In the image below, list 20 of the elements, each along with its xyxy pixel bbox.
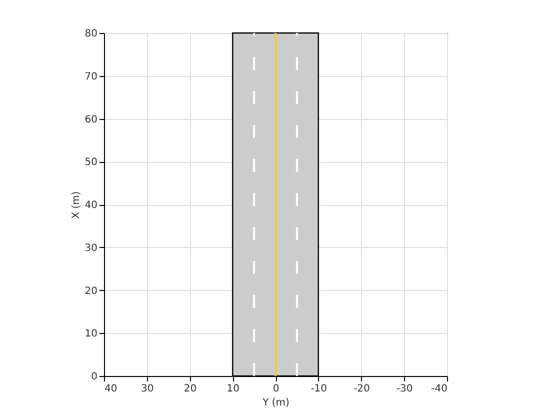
x-tick-label: 20 <box>184 384 197 394</box>
y-tick-label: 70 <box>84 71 98 82</box>
y-tick-label: 40 <box>84 200 98 211</box>
y-tick-label: 60 <box>84 114 98 126</box>
y-tick-label: 50 <box>84 157 98 168</box>
x-tick-label: 30 <box>141 384 154 394</box>
x-tick-label: -20 <box>354 384 370 394</box>
x-tick-label: -30 <box>396 384 413 394</box>
x-tick-label: -40 <box>431 384 448 394</box>
y-axis-title: X (m) <box>70 191 82 219</box>
y-tick-label: 30 <box>84 242 98 254</box>
y-tick-label: 80 <box>84 28 98 40</box>
x-tick-label: 40 <box>104 384 118 394</box>
y-tick-label: 0 <box>91 372 98 382</box>
y-tick-label: 20 <box>84 286 98 297</box>
x-tick-label: 0 <box>272 384 280 394</box>
x-tick-label: -10 <box>310 384 328 394</box>
y-tick-label: 10 <box>84 328 98 340</box>
x-tick-label: 10 <box>226 384 240 394</box>
x-axis-title: Y (m) <box>262 398 290 408</box>
